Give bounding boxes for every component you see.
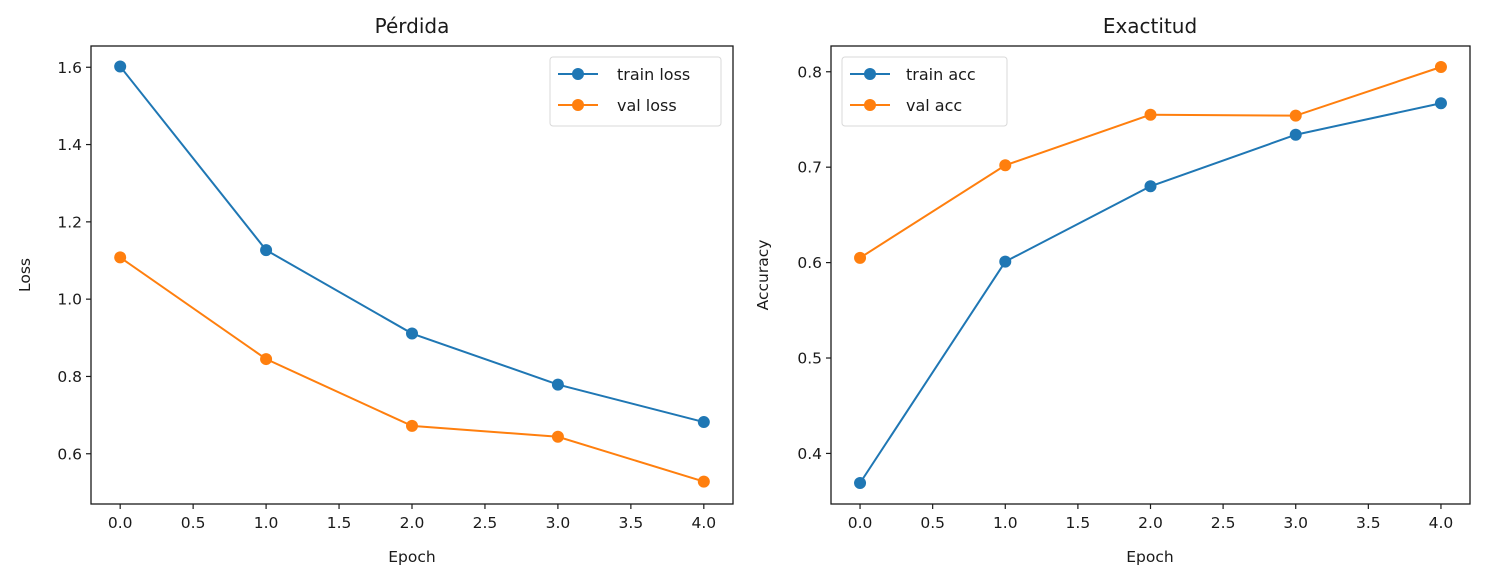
data-point-train-loss xyxy=(406,327,418,340)
data-point-train-acc xyxy=(1289,128,1302,141)
plot-area xyxy=(854,60,1447,490)
y-axis-label: Loss xyxy=(16,258,34,292)
y-axis: 0.4 0.5 0.6 0.7 0.8 xyxy=(797,63,831,463)
legend: train acc val acc xyxy=(841,56,1008,127)
legend-label-train: train acc xyxy=(906,65,976,84)
x-tick-label: 3.5 xyxy=(1356,514,1381,532)
data-point-val-loss xyxy=(551,430,564,443)
series-line-train-acc xyxy=(859,102,1442,484)
y-tick-label: 0.6 xyxy=(797,254,822,272)
x-tick-label: 1.0 xyxy=(254,514,279,532)
y-tick-label: 0.4 xyxy=(797,445,822,463)
data-point-train-loss xyxy=(697,416,710,429)
legend: train loss val loss xyxy=(549,56,722,127)
x-tick-label: 0.5 xyxy=(181,514,206,532)
x-axis-label: Epoch xyxy=(1126,548,1173,566)
data-point-val-acc xyxy=(1434,60,1447,73)
data-point-val-acc xyxy=(999,159,1012,172)
x-tick-label: 0.0 xyxy=(848,514,873,532)
legend-item: train loss xyxy=(558,65,690,84)
data-point-train-loss xyxy=(551,378,564,391)
x-tick-label: 0.5 xyxy=(920,514,945,532)
x-tick-label: 1.5 xyxy=(327,514,352,532)
data-point-train-loss xyxy=(260,244,273,257)
chart-title: Exactitud xyxy=(1103,14,1197,38)
legend-marker-train xyxy=(572,68,584,80)
y-tick-label: 0.5 xyxy=(797,350,822,368)
y-tick-label: 0.8 xyxy=(797,63,822,81)
data-point-val-loss xyxy=(114,251,127,264)
legend-marker-train xyxy=(864,68,876,80)
data-point-val-loss xyxy=(406,419,418,432)
data-point-val-loss xyxy=(697,475,710,488)
y-tick-label: 1.6 xyxy=(57,59,82,77)
chart-title: Pérdida xyxy=(375,14,450,38)
x-tick-label: 1.5 xyxy=(1066,514,1091,532)
x-tick-label: 1.0 xyxy=(993,514,1018,532)
y-tick-label: 1.4 xyxy=(57,136,82,154)
data-point-train-acc xyxy=(1434,97,1447,110)
data-point-train-acc xyxy=(854,477,867,490)
y-tick-label: 0.7 xyxy=(797,159,822,177)
legend-label-train: train loss xyxy=(617,65,690,84)
y-tick-label: 0.8 xyxy=(57,368,82,386)
x-axis: 0.0 0.5 1.0 1.5 2.0 2.5 3.0 3.5 4.0 xyxy=(848,504,1454,532)
data-point-val-acc xyxy=(1144,108,1157,121)
plot-area xyxy=(114,60,710,488)
y-axis-label: Accuracy xyxy=(754,240,772,311)
data-point-train-acc xyxy=(999,255,1012,268)
x-tick-label: 2.0 xyxy=(400,514,425,532)
x-tick-label: 3.0 xyxy=(546,514,571,532)
legend-marker-val xyxy=(572,99,584,111)
data-point-val-acc xyxy=(854,251,867,264)
loss-chart: Pérdida 0.0 0.5 1.0 1.5 2.0 2.5 3.0 3.5 4.0 0.60… xyxy=(16,14,734,566)
x-tick-label: 3.5 xyxy=(619,514,644,532)
x-axis-label: Epoch xyxy=(388,548,435,566)
y-axis: 0.6 0.8 1.0 1.2 1.4 1.6 xyxy=(57,59,91,463)
legend-item: val acc xyxy=(850,96,962,115)
legend-marker-val xyxy=(864,99,876,111)
x-tick-label: 0.0 xyxy=(108,514,133,532)
data-point-train-loss xyxy=(114,60,127,73)
x-tick-label: 2.5 xyxy=(1211,514,1236,532)
x-tick-label: 4.0 xyxy=(691,514,716,532)
y-tick-label: 1.2 xyxy=(57,213,82,231)
legend-label-val: val loss xyxy=(617,96,677,115)
legend-item: val loss xyxy=(558,96,677,115)
data-point-val-acc xyxy=(1289,109,1302,122)
legend-item: train acc xyxy=(850,65,976,84)
accuracy-chart: Exactitud 0.0 0.5 1.0 1.5 2.0 2.5 3.0 3.5 4.0 0.… xyxy=(754,14,1471,566)
y-tick-label: 0.6 xyxy=(57,445,82,463)
x-tick-label: 4.0 xyxy=(1429,514,1454,532)
y-tick-label: 1.0 xyxy=(57,291,82,309)
legend-label-val: val acc xyxy=(906,96,962,115)
x-tick-label: 3.0 xyxy=(1283,514,1308,532)
series-line-val-loss xyxy=(119,256,705,483)
x-tick-label: 2.0 xyxy=(1138,514,1163,532)
x-tick-label: 2.5 xyxy=(473,514,498,532)
x-axis: 0.0 0.5 1.0 1.5 2.0 2.5 3.0 3.5 4.0 xyxy=(108,504,716,532)
data-point-val-loss xyxy=(260,353,273,366)
data-point-train-acc xyxy=(1144,180,1157,193)
